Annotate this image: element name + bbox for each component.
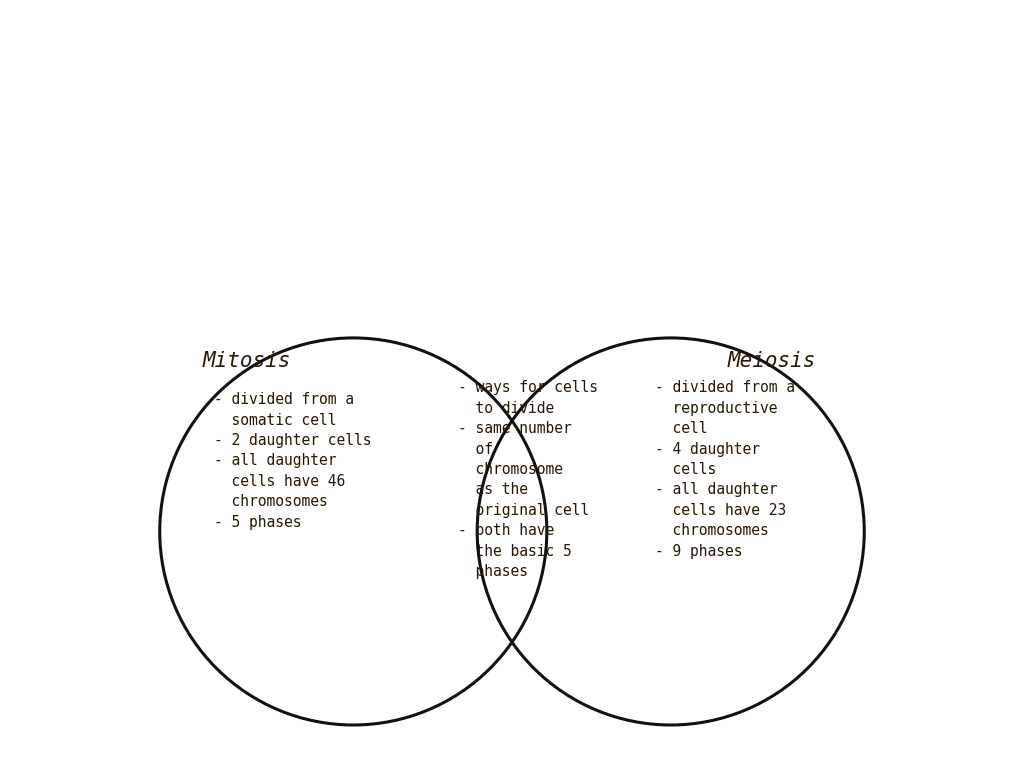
Text: Mitosis: Mitosis: [203, 351, 291, 371]
Text: - ways for cells
  to divide
- same number
  of
  chromosome
  as the
  original: - ways for cells to divide - same number…: [458, 380, 598, 579]
Text: This compare and contrasts: This compare and contrasts: [0, 44, 1024, 118]
Text: mitosis and meiosis: mitosis and meiosis: [139, 143, 885, 217]
Text: Meiosis: Meiosis: [727, 351, 815, 371]
Text: - divided from a
  somatic cell
- 2 daughter cells
- all daughter
  cells have 4: - divided from a somatic cell - 2 daught…: [214, 392, 372, 529]
Text: - divided from a
  reproductive
  cell
- 4 daughter
  cells
- all daughter
  cel: - divided from a reproductive cell - 4 d…: [655, 380, 796, 558]
